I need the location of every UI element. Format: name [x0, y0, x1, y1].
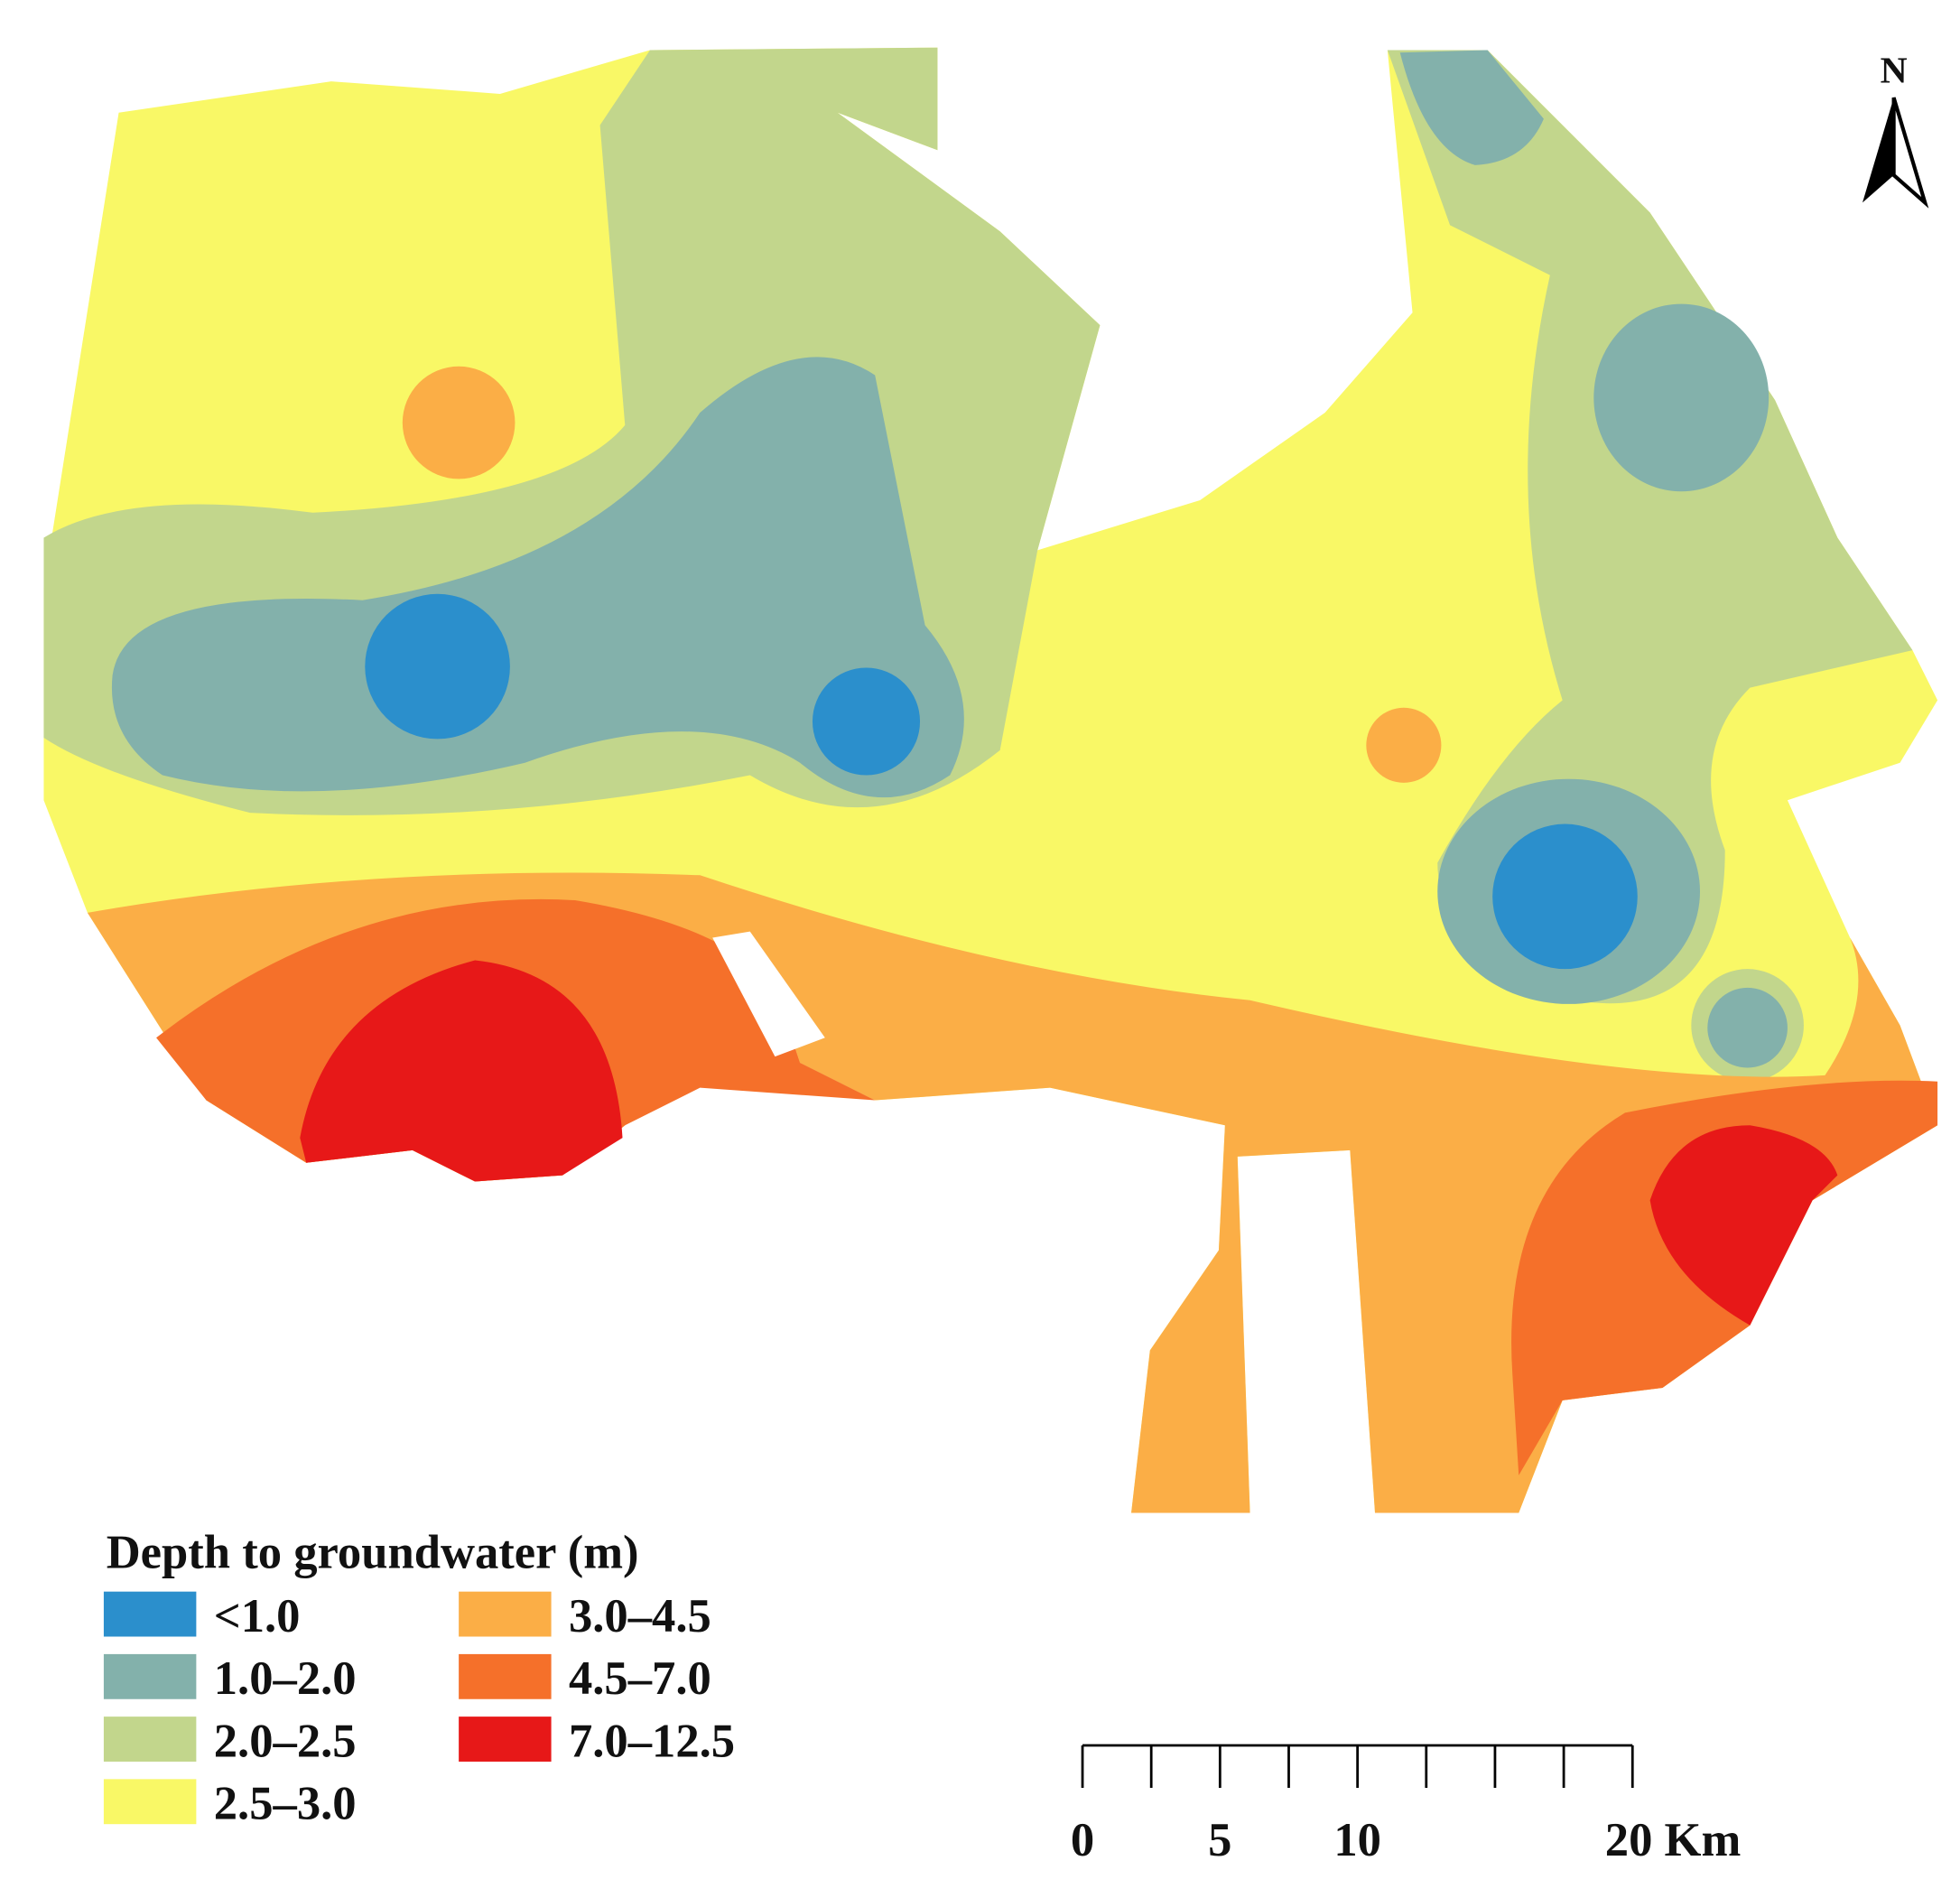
map-regions	[43, 47, 1938, 1513]
north-arrow: N	[1862, 49, 1929, 209]
legend-swatch	[103, 1591, 197, 1637]
region	[1399, 50, 1544, 165]
region	[111, 357, 964, 798]
map-gap	[712, 931, 825, 1057]
legend-swatch	[103, 1653, 197, 1699]
legend: <1.0 1.0–2.0 2.0–2.5 2.5–3.0 3.0–4.5 4.5–7.0 7…	[103, 1590, 735, 1830]
north-arrow-right	[1891, 97, 1929, 209]
scale-label: 5	[1208, 1814, 1231, 1866]
region	[1593, 303, 1770, 492]
region	[1387, 50, 1913, 1004]
legend-label: 7.0–12.5	[569, 1715, 735, 1767]
scale-label: 10	[1333, 1814, 1381, 1866]
north-arrow-left	[1862, 98, 1894, 203]
region	[300, 960, 623, 1182]
scale-label: 0	[1071, 1814, 1094, 1866]
region	[1492, 823, 1638, 970]
legend-swatch	[459, 1653, 552, 1699]
region	[1649, 1125, 1838, 1326]
legend-swatch	[459, 1591, 552, 1637]
legend-label: 3.0–4.5	[569, 1590, 711, 1642]
legend-title: Depth to groundwater (m)	[107, 1526, 639, 1578]
legend-swatch	[459, 1717, 552, 1762]
region	[812, 667, 921, 776]
legend-swatch	[103, 1717, 197, 1762]
region	[402, 366, 516, 479]
legend-swatch	[103, 1779, 197, 1825]
legend-label: 4.5–7.0	[569, 1652, 711, 1705]
legend-label: 1.0–2.0	[214, 1652, 357, 1705]
legend-label: <1.0	[214, 1590, 301, 1642]
scale-bar: 0 5 10 20 Km	[1071, 1744, 1742, 1866]
region	[1366, 707, 1442, 783]
region	[1707, 987, 1788, 1068]
legend-label: 2.0–2.5	[214, 1715, 357, 1767]
legend-label: 2.5–3.0	[214, 1778, 357, 1830]
scale-label: 20 Km	[1605, 1814, 1742, 1866]
region	[365, 593, 510, 740]
north-label: N	[1881, 49, 1908, 90]
